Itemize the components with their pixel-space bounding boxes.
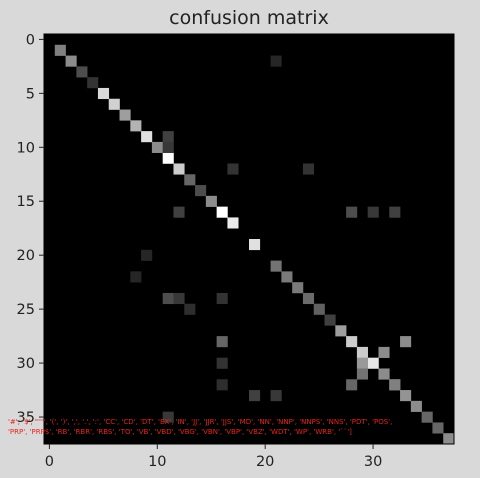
heatmap-cell bbox=[443, 433, 455, 445]
heatmap-cell bbox=[151, 141, 163, 153]
heatmap-cell bbox=[227, 163, 239, 175]
heatmap-cell bbox=[216, 206, 228, 218]
class-labels-overlay-text: '#', '$', "''", '(', ')', ',', '.', ':',… bbox=[8, 418, 392, 426]
heatmap-cell bbox=[162, 152, 174, 164]
heatmap-cell bbox=[346, 336, 358, 348]
heatmap-cell bbox=[162, 141, 174, 153]
heatmap-cell bbox=[346, 379, 358, 391]
heatmap-cell bbox=[162, 411, 174, 423]
heatmap-cell bbox=[270, 260, 282, 272]
heatmap-cell bbox=[367, 357, 379, 369]
heatmap-cell bbox=[335, 325, 347, 337]
heatmap-cell bbox=[421, 411, 433, 423]
heatmap-cell bbox=[173, 292, 185, 305]
heatmap-cell bbox=[54, 44, 66, 56]
heatmap-cell bbox=[184, 303, 196, 315]
heatmap-cell bbox=[356, 346, 368, 358]
heatmap-cell bbox=[141, 249, 153, 261]
y-tick-label: 25 bbox=[17, 302, 35, 318]
x-tick-label: 0 bbox=[45, 454, 54, 470]
heatmap-cell bbox=[292, 282, 304, 294]
heatmap-cell bbox=[173, 163, 185, 175]
class-labels-overlay-text: 'PRP', 'PRP$', 'RB', 'RBR', 'RBS', 'TO',… bbox=[8, 428, 352, 436]
heatmap-cell bbox=[216, 379, 228, 391]
heatmap-cell bbox=[400, 390, 412, 402]
heatmap-cell bbox=[302, 163, 315, 175]
heatmap-cell bbox=[410, 400, 422, 412]
heatmap-cell bbox=[324, 314, 336, 326]
y-tick-label: 15 bbox=[17, 194, 35, 210]
heatmap-cell bbox=[216, 292, 228, 305]
heatmap-cell bbox=[97, 87, 110, 100]
heatmap-cell bbox=[302, 292, 315, 305]
heatmap-cell bbox=[432, 422, 444, 434]
heatmap-cell bbox=[184, 174, 196, 186]
heatmap-cell bbox=[281, 271, 293, 283]
x-tick-label: 30 bbox=[364, 454, 382, 470]
heatmap-cell bbox=[227, 217, 239, 229]
heatmap-cell bbox=[367, 206, 379, 218]
heatmap-cell bbox=[216, 357, 228, 369]
heatmap-cell bbox=[141, 131, 153, 143]
heatmap-cell bbox=[108, 98, 120, 110]
heatmap-cell bbox=[249, 390, 261, 402]
heatmap-cell bbox=[195, 185, 207, 197]
axes-frame bbox=[43, 33, 455, 445]
heatmap-cell bbox=[313, 303, 325, 315]
heatmap-cell bbox=[378, 368, 390, 380]
heatmap-cell bbox=[356, 357, 368, 369]
y-tick-label: 30 bbox=[17, 356, 35, 372]
heatmap-cell bbox=[162, 292, 174, 305]
y-tick-label: 10 bbox=[17, 140, 35, 156]
chart-title: confusion matrix bbox=[169, 7, 329, 29]
y-tick-label: 0 bbox=[26, 32, 35, 48]
heatmap-cell bbox=[389, 206, 401, 218]
heatmap-cell bbox=[378, 346, 390, 358]
heatmap-cell bbox=[216, 336, 228, 348]
heatmap-cell bbox=[356, 368, 368, 380]
y-tick-label: 20 bbox=[17, 248, 35, 264]
heatmap-cell bbox=[205, 195, 217, 207]
heatmap-cell bbox=[400, 336, 412, 348]
heatmap-cell bbox=[65, 55, 77, 67]
heatmap-cell bbox=[270, 55, 282, 67]
heatmap-cell bbox=[162, 131, 174, 143]
heatmap-cell bbox=[173, 206, 185, 218]
heatmap-cell bbox=[130, 271, 142, 283]
heatmap-cell bbox=[270, 390, 282, 402]
heatmap-cell bbox=[119, 109, 131, 121]
heatmap-cell bbox=[87, 77, 99, 89]
y-tick-label: 35 bbox=[17, 410, 35, 426]
heatmap-cell bbox=[249, 239, 261, 251]
x-tick-label: 10 bbox=[148, 454, 166, 470]
heatmap-cell bbox=[76, 66, 88, 78]
y-tick-label: 5 bbox=[26, 86, 35, 102]
heatmap-cell bbox=[389, 379, 401, 391]
heatmap-cell bbox=[130, 120, 142, 132]
heatmap-cell bbox=[346, 206, 358, 218]
x-tick-label: 20 bbox=[256, 454, 274, 470]
